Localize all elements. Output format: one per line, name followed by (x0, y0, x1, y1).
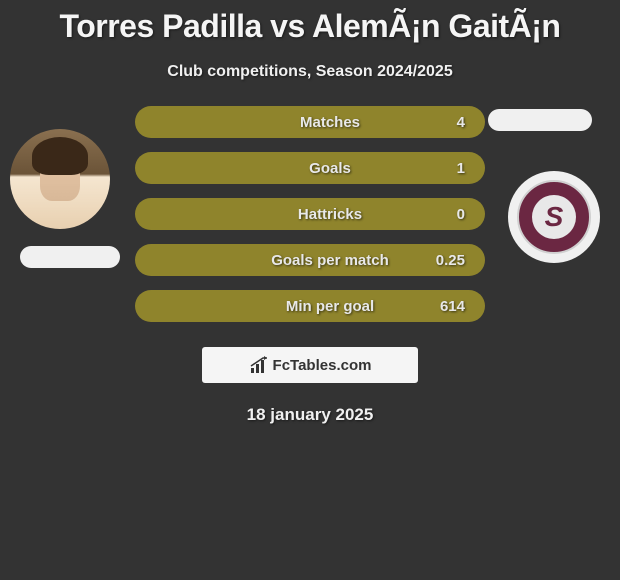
stat-bar-goals: Goals 1 (135, 152, 485, 184)
date-text: 18 january 2025 (0, 405, 620, 425)
subtitle: Club competitions, Season 2024/2025 (0, 63, 620, 81)
player-avatar-left (10, 129, 110, 229)
stat-label: Goals (255, 160, 405, 177)
stat-value: 4 (405, 114, 465, 131)
team-badge-inner: S (517, 180, 591, 254)
stat-value: 0.25 (405, 252, 465, 269)
stat-value: 614 (405, 298, 465, 315)
chart-icon (249, 356, 269, 374)
stat-label: Min per goal (255, 298, 405, 315)
page-title: Torres Padilla vs AlemÃ¡n GaitÃ¡n (0, 0, 620, 45)
stat-value: 0 (405, 206, 465, 223)
stat-value: 1 (405, 160, 465, 177)
stats-container: Matches 4 Goals 1 Hattricks 0 Goals per … (135, 106, 485, 336)
stat-bar-matches: Matches 4 (135, 106, 485, 138)
flag-right (488, 109, 592, 131)
stat-label: Hattricks (255, 206, 405, 223)
brand-box: FcTables.com (202, 347, 418, 383)
stat-bar-hattricks: Hattricks 0 (135, 198, 485, 230)
stat-bar-min-per-goal: Min per goal 614 (135, 290, 485, 322)
stat-label: Matches (255, 114, 405, 131)
team-badge-right: S (508, 171, 600, 263)
team-badge-letter: S (545, 201, 564, 233)
stat-bar-goals-per-match: Goals per match 0.25 (135, 244, 485, 276)
flag-left (20, 246, 120, 268)
stat-label: Goals per match (255, 252, 405, 269)
comparison-content: S Matches 4 Goals 1 Hattricks 0 Goals pe… (0, 111, 620, 431)
brand-text: FcTables.com (273, 357, 372, 374)
